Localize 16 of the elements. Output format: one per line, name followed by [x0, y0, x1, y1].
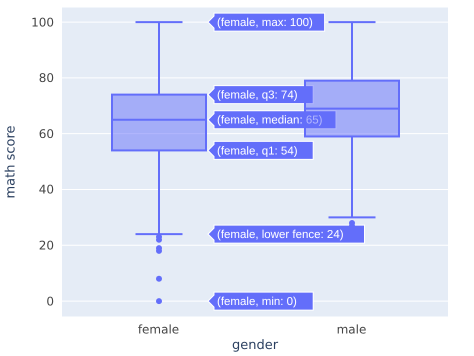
y-tick-label: 60	[38, 126, 54, 141]
annotation: (female, max: 100)	[217, 17, 314, 30]
y-tick-label: 80	[38, 71, 54, 86]
x-axis-title: gender	[232, 338, 279, 353]
x-tick-label: female	[138, 322, 180, 337]
y-axis-title: math score	[4, 125, 19, 199]
annotation: (female, lower fence: 24)	[217, 229, 344, 242]
annotation: (female, median: 65)	[217, 114, 323, 127]
annotation: (female, min: 0)	[217, 296, 298, 308]
y-tick-label: 40	[38, 182, 54, 197]
y-tick-label: 20	[38, 238, 54, 253]
y-tick-label: 0	[46, 294, 54, 308]
y-tick-label: 100	[31, 15, 54, 30]
annotation: (female, q3: 74)	[217, 90, 298, 102]
annotation: (female, q1: 54)	[217, 145, 298, 158]
x-tick-label: male	[336, 322, 366, 337]
